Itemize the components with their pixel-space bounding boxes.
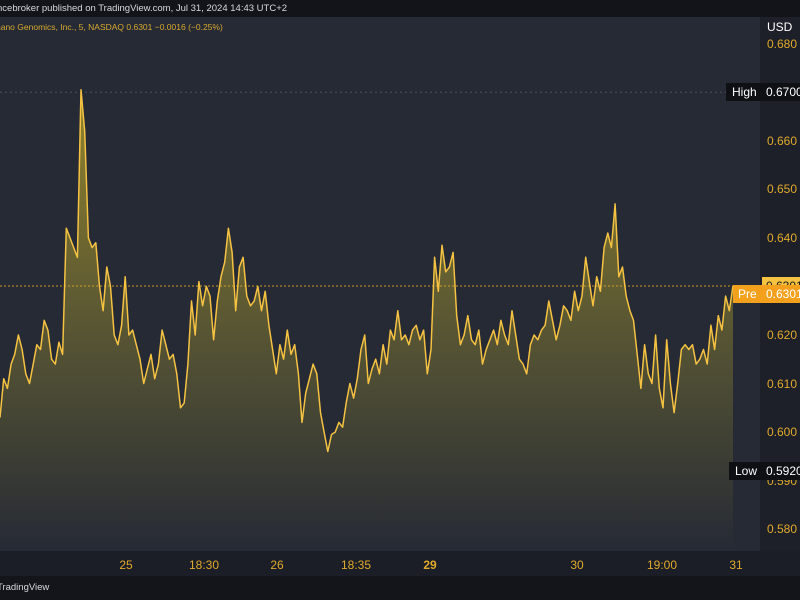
time-tick-label: 29 [423,558,437,572]
time-axis[interactable] [0,551,800,576]
price-tick-label: 0.660 [767,133,798,148]
price-tick-label: 0.580 [767,522,798,537]
publisher-bar: ncebroker published on TradingView.com, … [0,0,800,17]
time-tick-label: 19:00 [646,558,678,572]
footer-bar: TradingView [0,576,800,600]
price-area-fill [0,89,733,551]
symbol-legend: nano Genomics, Inc., 5, NASDAQ 0.6301 −0… [0,22,227,32]
pre-market-flag-value: 0.6301 [762,284,800,303]
low-flag-value: 0.5920 [762,461,800,480]
price-tick-label: 0.600 [767,425,798,440]
currency-label[interactable]: USD [760,17,800,37]
pre-market-flag-label: Pre [733,284,762,303]
footer-brand: TradingView [0,582,50,593]
publisher-text: ncebroker published on TradingView.com, … [0,3,288,14]
legend-text: nano Genomics, Inc., 5, NASDAQ 0.6301 −0… [0,22,223,32]
high-flag-label: High [726,83,763,102]
price-series-line [0,89,734,453]
price-tick-label: 0.650 [767,182,798,197]
time-tick-label: 31 [729,558,743,572]
time-tick-label: 18:35 [340,558,372,572]
high-flag-value: 0.6700 [762,83,800,102]
price-tick-label: 0.640 [767,230,798,245]
time-tick-label: 25 [119,558,133,572]
time-tick-label: 26 [270,558,284,572]
price-tick-label: 0.610 [767,376,798,391]
time-tick-label: 18:30 [188,558,220,572]
price-tick-label: 0.680 [767,36,798,51]
price-chart [0,89,760,551]
time-tick-label: 30 [570,558,584,572]
plot-area[interactable] [0,17,760,551]
price-tick-label: 0.620 [767,327,798,342]
low-flag-label: Low [729,461,764,480]
